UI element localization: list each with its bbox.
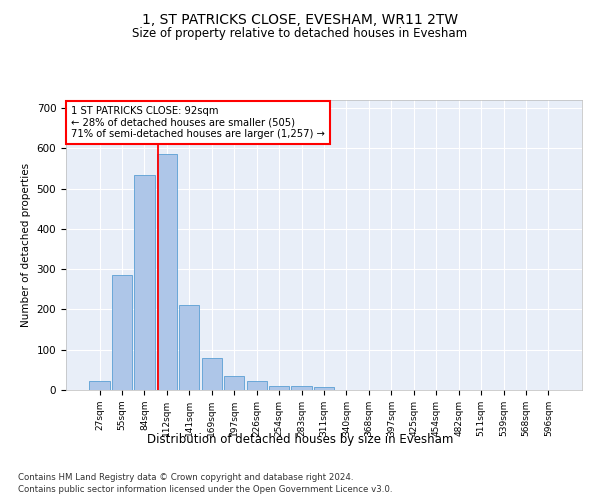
- Text: 1 ST PATRICKS CLOSE: 92sqm
← 28% of detached houses are smaller (505)
71% of sem: 1 ST PATRICKS CLOSE: 92sqm ← 28% of deta…: [71, 106, 325, 139]
- Bar: [134, 176, 155, 390]
- Bar: [157, 154, 177, 390]
- Bar: [224, 376, 244, 390]
- Text: Size of property relative to detached houses in Evesham: Size of property relative to detached ho…: [133, 28, 467, 40]
- Bar: [292, 386, 311, 390]
- Text: Contains HM Land Registry data © Crown copyright and database right 2024.: Contains HM Land Registry data © Crown c…: [18, 472, 353, 482]
- Y-axis label: Number of detached properties: Number of detached properties: [21, 163, 31, 327]
- Text: 1, ST PATRICKS CLOSE, EVESHAM, WR11 2TW: 1, ST PATRICKS CLOSE, EVESHAM, WR11 2TW: [142, 12, 458, 26]
- Bar: [112, 275, 132, 390]
- Bar: [269, 386, 289, 390]
- Text: Distribution of detached houses by size in Evesham: Distribution of detached houses by size …: [147, 432, 453, 446]
- Bar: [247, 381, 267, 390]
- Bar: [314, 387, 334, 390]
- Text: Contains public sector information licensed under the Open Government Licence v3: Contains public sector information licen…: [18, 485, 392, 494]
- Bar: [202, 358, 222, 390]
- Bar: [179, 304, 199, 390]
- Bar: [89, 381, 110, 390]
